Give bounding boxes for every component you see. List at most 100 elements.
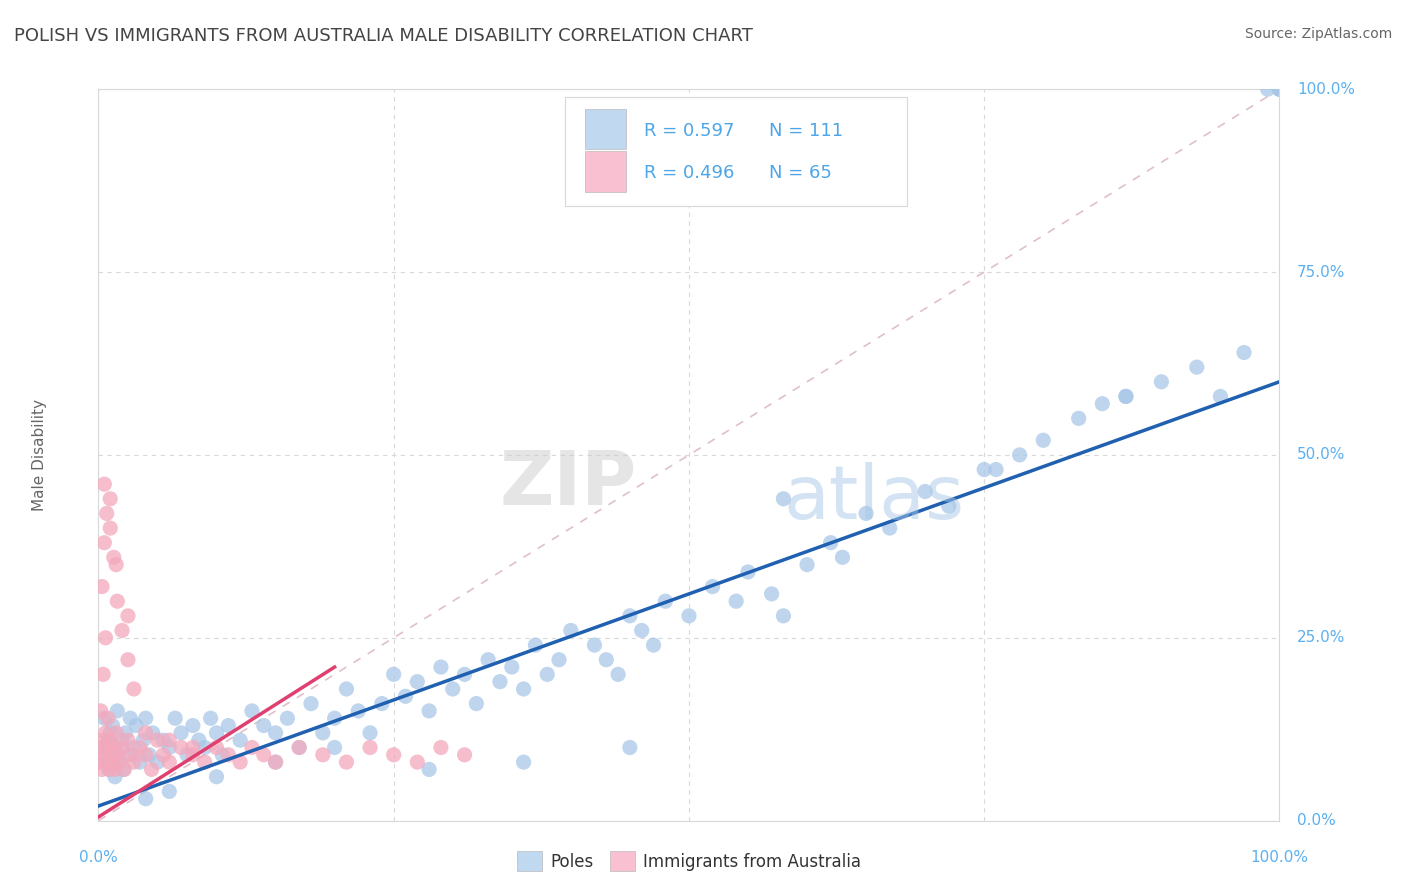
Point [105, 594, 128, 608]
Point [103, 550, 125, 565]
Point [142, 726, 165, 740]
Text: Male Disability: Male Disability [32, 399, 46, 511]
Point [1185, 360, 1208, 375]
Point [737, 565, 759, 579]
Point [512, 681, 534, 696]
Point [394, 690, 416, 704]
Point [595, 653, 617, 667]
Point [98, 726, 121, 740]
Point [406, 674, 429, 689]
Point [98, 763, 121, 777]
Point [583, 638, 606, 652]
Point [205, 770, 228, 784]
Point [112, 763, 135, 777]
Point [984, 462, 1007, 476]
Point [181, 747, 204, 762]
Point [111, 733, 134, 747]
Point [120, 711, 142, 725]
Point [217, 747, 239, 762]
Point [121, 747, 143, 762]
Point [97, 733, 120, 747]
Point [117, 733, 139, 747]
Point [371, 697, 394, 711]
Point [725, 594, 748, 608]
Point [1150, 375, 1173, 389]
Point [98, 733, 121, 747]
FancyBboxPatch shape [585, 109, 626, 149]
Point [98, 491, 121, 506]
Point [548, 653, 571, 667]
Point [157, 784, 180, 798]
Point [101, 718, 124, 732]
Text: Source: ZipAtlas.com: Source: ZipAtlas.com [1244, 27, 1392, 41]
Point [105, 740, 128, 755]
Point [122, 740, 145, 755]
Point [122, 755, 145, 769]
Point [879, 521, 901, 535]
Point [312, 726, 335, 740]
Point [105, 747, 128, 762]
Point [938, 499, 960, 513]
Point [101, 755, 124, 769]
Point [157, 755, 180, 769]
Point [1008, 448, 1031, 462]
Point [973, 462, 995, 476]
Point [94, 726, 117, 740]
Text: R = 0.597: R = 0.597 [644, 122, 734, 140]
Point [1115, 389, 1137, 403]
Point [276, 711, 298, 725]
Point [100, 747, 122, 762]
Point [323, 740, 346, 755]
Point [264, 755, 287, 769]
Point [104, 770, 127, 784]
Point [465, 697, 488, 711]
Point [97, 711, 120, 725]
Point [108, 755, 131, 769]
Point [299, 697, 322, 711]
Point [619, 608, 641, 623]
Point [117, 608, 139, 623]
Point [135, 791, 157, 805]
Point [820, 535, 842, 549]
Point [229, 755, 252, 769]
Point [1091, 397, 1114, 411]
Point [914, 484, 936, 499]
Point [264, 755, 287, 769]
Point [91, 740, 114, 755]
Point [1268, 82, 1291, 96]
Point [181, 718, 204, 732]
Point [135, 711, 157, 725]
Point [111, 740, 134, 755]
Point [93, 747, 115, 762]
Text: 100.0%: 100.0% [1298, 82, 1355, 96]
Point [181, 740, 204, 755]
Point [90, 704, 112, 718]
Point [187, 733, 209, 747]
Point [152, 747, 174, 762]
Point [453, 667, 475, 681]
Point [312, 747, 335, 762]
Point [229, 733, 252, 747]
Point [96, 755, 118, 769]
Text: 0.0%: 0.0% [1298, 814, 1336, 828]
Point [1268, 82, 1291, 96]
Point [91, 667, 114, 681]
Point [205, 726, 228, 740]
Point [157, 733, 180, 747]
Point [112, 763, 135, 777]
Point [104, 763, 127, 777]
Point [288, 740, 311, 755]
Point [253, 718, 276, 732]
Point [1209, 389, 1232, 403]
Point [406, 755, 429, 769]
Point [146, 755, 169, 769]
Point [122, 681, 145, 696]
Point [138, 747, 160, 762]
Point [1233, 345, 1256, 359]
Point [240, 740, 263, 755]
Point [489, 674, 512, 689]
Point [702, 580, 724, 594]
Text: 0.0%: 0.0% [79, 850, 118, 865]
Point [382, 667, 405, 681]
Point [796, 558, 818, 572]
